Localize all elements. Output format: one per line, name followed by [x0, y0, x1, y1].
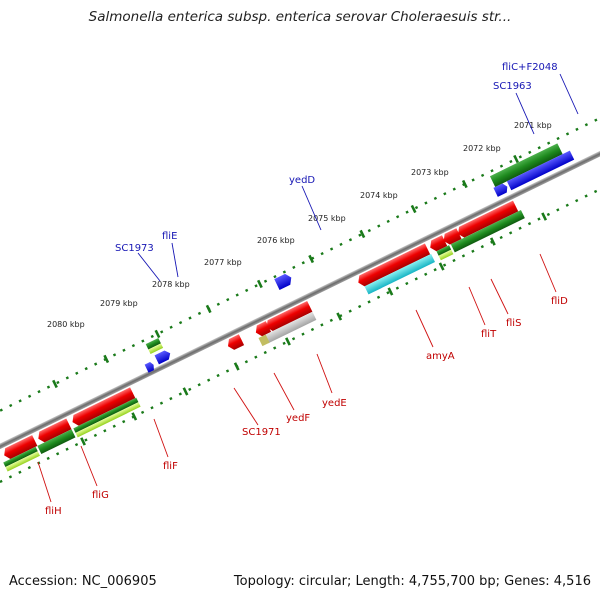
- inner-tick-track: [0, 169, 600, 488]
- gene-fliD[interactable]: [455, 200, 519, 240]
- gene-fliS[interactable]: [441, 228, 462, 246]
- gene-yedE-track[interactable]: [263, 311, 317, 344]
- kbp-label: 2074 kbp: [360, 191, 398, 200]
- gene-label-amyA[interactable]: amyA: [426, 351, 455, 362]
- gene-yedD[interactable]: [274, 272, 294, 290]
- gene-fliE-track[interactable]: [145, 337, 161, 350]
- gene-fliE-sub[interactable]: [148, 343, 164, 354]
- accession-text: Accession: NC_006905: [9, 574, 157, 589]
- kbp-label: 2073 kbp: [411, 168, 449, 177]
- gene-label-fliG[interactable]: fliG: [92, 490, 109, 501]
- gene-fliH[interactable]: [2, 435, 38, 461]
- kbp-label: 2079 kbp: [100, 299, 138, 308]
- gene-label-fliE[interactable]: fliE: [162, 231, 177, 242]
- red-leader-lines: [37, 253, 557, 503]
- blue-leader-lines: [137, 73, 579, 282]
- gene-yedF[interactable]: [253, 321, 272, 338]
- gene-fliT-sub[interactable]: [438, 249, 454, 261]
- gene-fliF-sub[interactable]: [75, 402, 141, 438]
- gene-fliT-track[interactable]: [436, 245, 452, 256]
- topology-text: Topology: circular; Length: 4,755,700 bp…: [233, 574, 591, 589]
- forward-strand-features: [144, 143, 575, 373]
- kbp-label: 2072 kbp: [463, 144, 501, 153]
- gene-SC1963[interactable]: [493, 182, 509, 197]
- blue-gene-labels: fliC+F2048 SC1963 yedD fliE SC1973: [115, 62, 558, 254]
- genome-title: Salmonella enterica subsp. enterica sero…: [88, 9, 512, 25]
- gene-label-SC1971[interactable]: SC1971: [242, 427, 281, 438]
- reverse-secondary-features: [3, 210, 525, 472]
- kbp-label: 2077 kbp: [204, 258, 242, 267]
- red-gene-labels: fliD fliS fliT amyA yedE yedF SC1971 fli…: [45, 296, 568, 517]
- reverse-strand-genes: [2, 200, 519, 461]
- gene-label-SC1963[interactable]: SC1963: [493, 81, 532, 92]
- gene-label-fliH[interactable]: fliH: [45, 506, 62, 517]
- gene-SC1973[interactable]: [144, 361, 156, 373]
- gene-label-yedF[interactable]: yedF: [286, 413, 310, 424]
- gene-label-fliT[interactable]: fliT: [481, 329, 497, 340]
- genome-band: [0, 112, 600, 488]
- gene-SC1971[interactable]: [225, 334, 245, 351]
- gene-fliH-sub[interactable]: [5, 451, 40, 472]
- gene-fliE[interactable]: [154, 349, 173, 365]
- genome-backbone: [0, 139, 600, 461]
- kbp-label: 2071 kbp: [514, 121, 552, 130]
- gene-fliD-track[interactable]: [450, 210, 525, 253]
- kbp-label: 2078 kbp: [152, 280, 190, 289]
- outer-major-ticks: [52, 154, 519, 389]
- gene-fliC-track[interactable]: [489, 143, 563, 187]
- kbp-labels: 2071 kbp 2072 kbp 2073 kbp 2074 kbp 2075…: [47, 121, 552, 329]
- gene-fliH-track[interactable]: [3, 446, 38, 468]
- gene-label-yedD[interactable]: yedD: [289, 175, 315, 186]
- gene-fliT[interactable]: [428, 235, 448, 253]
- gene-label-fliF[interactable]: fliF: [163, 461, 178, 472]
- kbp-label: 2080 kbp: [47, 320, 85, 329]
- gene-label-fliS[interactable]: fliS: [506, 318, 521, 329]
- gene-yedF-track[interactable]: [258, 334, 270, 347]
- gene-fliF-track[interactable]: [73, 397, 139, 433]
- gene-fliF[interactable]: [70, 387, 136, 427]
- gene-label-yedE[interactable]: yedE: [322, 398, 347, 409]
- gene-fliG[interactable]: [36, 418, 72, 444]
- gene-label-SC1973[interactable]: SC1973: [115, 243, 154, 254]
- gene-yedE[interactable]: [264, 300, 313, 333]
- gene-label-fliC[interactable]: fliC+F2048: [502, 62, 558, 73]
- inner-major-ticks: [80, 212, 548, 446]
- kbp-label: 2076 kbp: [257, 236, 295, 245]
- gene-fliG-track[interactable]: [37, 429, 76, 454]
- outer-tick-track: [0, 112, 600, 431]
- gene-amyA-track[interactable]: [364, 253, 435, 295]
- gene-label-fliD[interactable]: fliD: [551, 296, 568, 307]
- gene-amyA[interactable]: [356, 243, 431, 289]
- gene-fliC-blue[interactable]: [506, 150, 575, 191]
- kbp-label: 2075 kbp: [308, 214, 346, 223]
